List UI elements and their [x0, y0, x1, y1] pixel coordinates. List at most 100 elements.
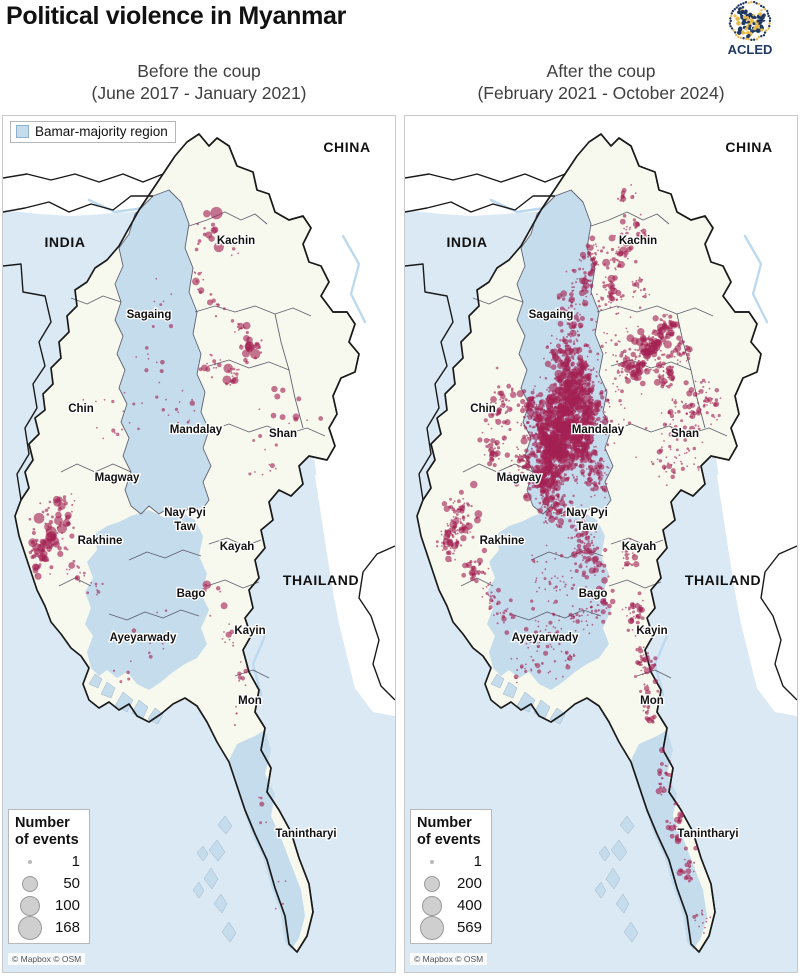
- event-point: [654, 700, 657, 703]
- event-point: [631, 280, 634, 283]
- event-point: [290, 435, 292, 437]
- size-legend-rows-before: 1 50 100 168: [15, 851, 81, 940]
- event-point: [645, 711, 649, 715]
- event-point: [554, 474, 556, 477]
- event-point: [90, 581, 93, 584]
- event-point: [701, 909, 704, 912]
- event-point: [543, 449, 547, 453]
- event-point: [673, 826, 678, 830]
- event-point: [563, 473, 567, 477]
- event-point: [551, 446, 554, 449]
- subtitle-before-line1: Before the coup: [137, 61, 261, 81]
- event-point: [556, 407, 558, 409]
- event-point: [72, 559, 76, 563]
- event-point: [127, 677, 131, 681]
- event-point: [571, 333, 573, 335]
- event-point: [246, 342, 249, 344]
- event-point: [674, 405, 677, 408]
- event-point: [186, 420, 190, 424]
- event-point: [675, 801, 678, 804]
- event-point: [164, 609, 168, 612]
- event-point: [193, 409, 196, 412]
- event-point: [588, 349, 593, 354]
- event-point: [531, 606, 535, 611]
- event-point: [161, 642, 164, 645]
- event-point: [658, 375, 665, 381]
- event-point: [644, 368, 648, 372]
- event-point: [524, 663, 527, 666]
- event-point: [61, 531, 64, 535]
- event-point: [546, 522, 548, 524]
- event-point: [229, 383, 232, 386]
- event-point: [509, 612, 513, 616]
- event-point: [282, 435, 285, 438]
- event-point: [568, 339, 573, 343]
- event-point: [544, 419, 548, 423]
- event-point: [584, 528, 590, 534]
- event-point: [458, 489, 464, 495]
- event-point: [659, 318, 663, 322]
- state-label: Shan: [671, 428, 699, 440]
- event-point: [604, 352, 607, 354]
- event-point: [677, 409, 681, 414]
- event-point: [656, 689, 660, 693]
- event-point: [627, 421, 632, 425]
- event-point: [550, 483, 552, 485]
- event-point: [516, 464, 519, 467]
- event-point: [663, 353, 666, 356]
- event-point: [258, 408, 261, 411]
- event-point: [552, 626, 555, 628]
- event-point: [547, 671, 550, 674]
- event-point: [460, 535, 467, 542]
- event-point: [41, 557, 44, 561]
- event-point: [528, 638, 531, 641]
- event-point: [641, 673, 644, 676]
- event-point: [596, 485, 599, 488]
- event-point: [593, 535, 596, 539]
- event-point: [601, 619, 606, 624]
- event-point: [692, 914, 697, 919]
- event-point: [590, 479, 592, 482]
- event-point: [665, 484, 668, 487]
- event-point: [544, 568, 547, 571]
- event-point: [583, 366, 587, 369]
- event-point: [628, 553, 630, 555]
- event-point: [209, 293, 213, 296]
- event-point: [555, 467, 558, 470]
- event-point: [549, 515, 553, 518]
- event-point: [544, 588, 547, 591]
- event-point: [547, 452, 550, 455]
- event-point: [572, 583, 576, 587]
- event-point: [533, 396, 536, 399]
- event-point: [608, 611, 612, 616]
- event-point: [557, 455, 566, 465]
- event-point: [640, 669, 643, 672]
- event-point: [580, 455, 582, 458]
- event-point: [506, 607, 509, 610]
- event-point: [503, 621, 505, 624]
- map-panel-after[interactable]: INDIA CHINA THAILAND Kachin Sagaing Chin Manda…: [404, 115, 798, 973]
- event-point: [459, 544, 463, 547]
- event-point: [555, 311, 563, 319]
- event-point: [546, 507, 549, 509]
- size-legend-before: Number of events 1 50 100 168: [8, 809, 90, 944]
- event-point: [586, 279, 590, 282]
- event-point: [160, 359, 165, 365]
- event-point: [441, 549, 444, 552]
- event-point: [490, 396, 497, 403]
- event-point: [606, 294, 611, 298]
- event-point: [632, 340, 635, 342]
- event-point: [502, 400, 505, 403]
- event-point: [615, 312, 618, 316]
- event-point: [665, 819, 669, 824]
- event-point: [556, 472, 559, 475]
- event-point: [536, 451, 538, 454]
- event-point: [576, 416, 579, 420]
- map-panel-before[interactable]: INDIA CHINA THAILAND Kachin Sagaing Chin Manda…: [2, 115, 396, 973]
- event-point: [279, 414, 286, 421]
- event-point: [582, 559, 584, 562]
- event-point: [576, 278, 579, 280]
- event-point: [660, 777, 664, 780]
- event-point: [654, 359, 657, 361]
- event-point: [694, 394, 697, 397]
